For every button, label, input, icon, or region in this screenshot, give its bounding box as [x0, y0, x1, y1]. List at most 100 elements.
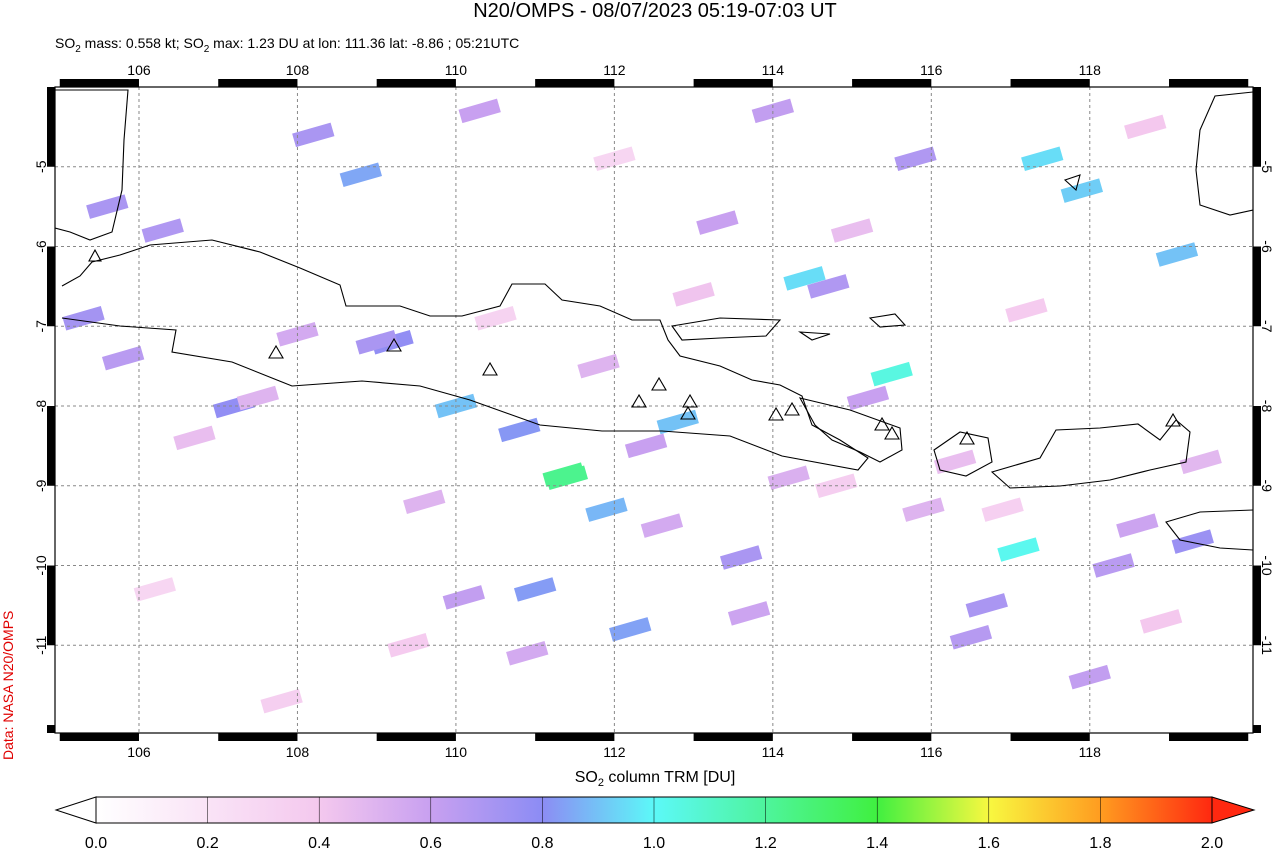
x-tick-label: 116	[920, 62, 943, 78]
colorbar-tick-label: 0.4	[308, 835, 330, 852]
frame-band	[1253, 565, 1261, 646]
so2-pixel	[902, 497, 945, 522]
so2-pixel	[640, 513, 684, 538]
coastlines	[55, 89, 1253, 551]
coastline	[797, 174, 1081, 341]
x-tick-label: 118	[1079, 62, 1102, 78]
colorbar-tick-label: 0.0	[85, 835, 107, 852]
y-tick-label: -8	[33, 400, 49, 413]
so2-pixel	[1124, 114, 1167, 140]
so2-pixel	[141, 218, 184, 243]
colorbar-tick-label: 2.0	[1201, 835, 1223, 852]
frame-band	[1253, 725, 1261, 733]
frame-band	[1169, 733, 1249, 741]
coastline	[671, 317, 782, 341]
grid	[55, 87, 1253, 733]
so2-pixel	[506, 641, 549, 666]
frame-band	[852, 733, 932, 741]
so2-pixel	[846, 385, 890, 411]
so2-pixel	[1171, 529, 1214, 554]
so2-pixel	[133, 577, 176, 602]
so2-pixel	[870, 361, 913, 387]
volcanoes	[88, 248, 1181, 445]
y-tick-label: -10	[1259, 555, 1272, 575]
y-tick-label: -7	[1259, 320, 1272, 333]
x-tick-label: 112	[603, 744, 626, 760]
so2-pixel	[997, 537, 1040, 562]
frame-band	[1169, 79, 1249, 87]
so2-pixel	[751, 98, 795, 124]
frame-band	[376, 79, 456, 87]
so2-pixel	[965, 593, 1008, 618]
frame-band	[1253, 406, 1261, 486]
colorbar-tick-label: 0.2	[196, 835, 218, 852]
x-tick-label: 110	[445, 62, 468, 78]
frame-band	[535, 79, 615, 87]
so2-pixel	[577, 353, 620, 379]
subtitle: SO2 mass: 0.558 kt; SO2 max: 1.23 DU at …	[55, 35, 519, 55]
so2-pixel	[355, 329, 398, 355]
so2-pixel	[1139, 609, 1183, 634]
x-tick-label: 106	[127, 62, 151, 78]
y-tick-label: -8	[1259, 400, 1272, 413]
frame-band	[47, 246, 55, 327]
so2-pixel	[981, 497, 1024, 522]
y-tick-label: -5	[33, 160, 49, 173]
subtitle-part: max: 1.23 DU at lon: 111.36 lat: -8.86 ;…	[209, 35, 519, 51]
frame-band	[693, 79, 773, 87]
frame-band	[1253, 246, 1261, 327]
x-tick-label: 112	[603, 62, 626, 78]
frame-band	[47, 565, 55, 646]
y-tick-label: -6	[33, 240, 49, 253]
frame-band	[59, 79, 139, 87]
so2-pixel	[474, 306, 517, 331]
so2-pixel	[1060, 178, 1104, 203]
y-tick-label: -6	[1259, 240, 1272, 253]
frame-band	[59, 733, 139, 741]
coastline	[1165, 509, 1253, 551]
so2-pixel	[260, 688, 303, 714]
colorbar-tick-label: 1.4	[866, 835, 888, 852]
so2-pixel	[672, 282, 715, 307]
so2-pixel	[513, 577, 557, 602]
coastline	[933, 431, 993, 477]
volcano	[88, 248, 1181, 445]
frame-band	[1010, 79, 1090, 87]
y-tick-label: -9	[1259, 480, 1272, 493]
so2-pixel	[387, 633, 430, 658]
subtitle-sub: 2	[204, 44, 210, 55]
side-label: Data: NASA N20/OMPS	[0, 611, 16, 760]
colorbar-tick-label: 0.8	[531, 835, 553, 852]
coastline	[798, 397, 903, 463]
frame-band	[1010, 733, 1090, 741]
so2-pixel	[1021, 146, 1064, 172]
coastline	[55, 89, 129, 241]
so2-pixel	[1155, 242, 1199, 267]
x-tick-label: 106	[127, 744, 151, 760]
y-tick-label: -11	[1259, 636, 1272, 655]
so2-pixel	[292, 122, 335, 148]
colorbar-label-part: column TRM [DU]	[604, 769, 735, 786]
so2-pixel	[830, 218, 874, 243]
so2-pixel	[403, 489, 446, 514]
frame-band	[47, 725, 55, 733]
frame-band	[376, 733, 456, 741]
so2-pixel	[696, 210, 739, 235]
pixel-layer	[62, 98, 1222, 714]
subtitle-part: mass: 0.558 kt; SO	[81, 35, 204, 51]
so2-pixel	[656, 409, 699, 435]
so2-pixel	[720, 545, 763, 570]
so2-pixel	[609, 617, 652, 642]
so2-pixel	[62, 306, 105, 331]
so2-pixel	[585, 497, 628, 522]
so2-pixel	[542, 462, 585, 487]
subtitle-sub: 2	[75, 44, 81, 55]
x-tick-label: 110	[445, 744, 468, 760]
axes: 106 106 108 108 110 110 112 112 114 114 116 116 118 1…	[33, 62, 1272, 760]
subtitle-part: SO	[55, 35, 75, 51]
frame-band	[218, 733, 298, 741]
coastline	[1195, 91, 1253, 216]
frame-band	[47, 87, 55, 167]
so2-pixel	[498, 417, 541, 443]
colorbar-under	[54, 796, 97, 824]
